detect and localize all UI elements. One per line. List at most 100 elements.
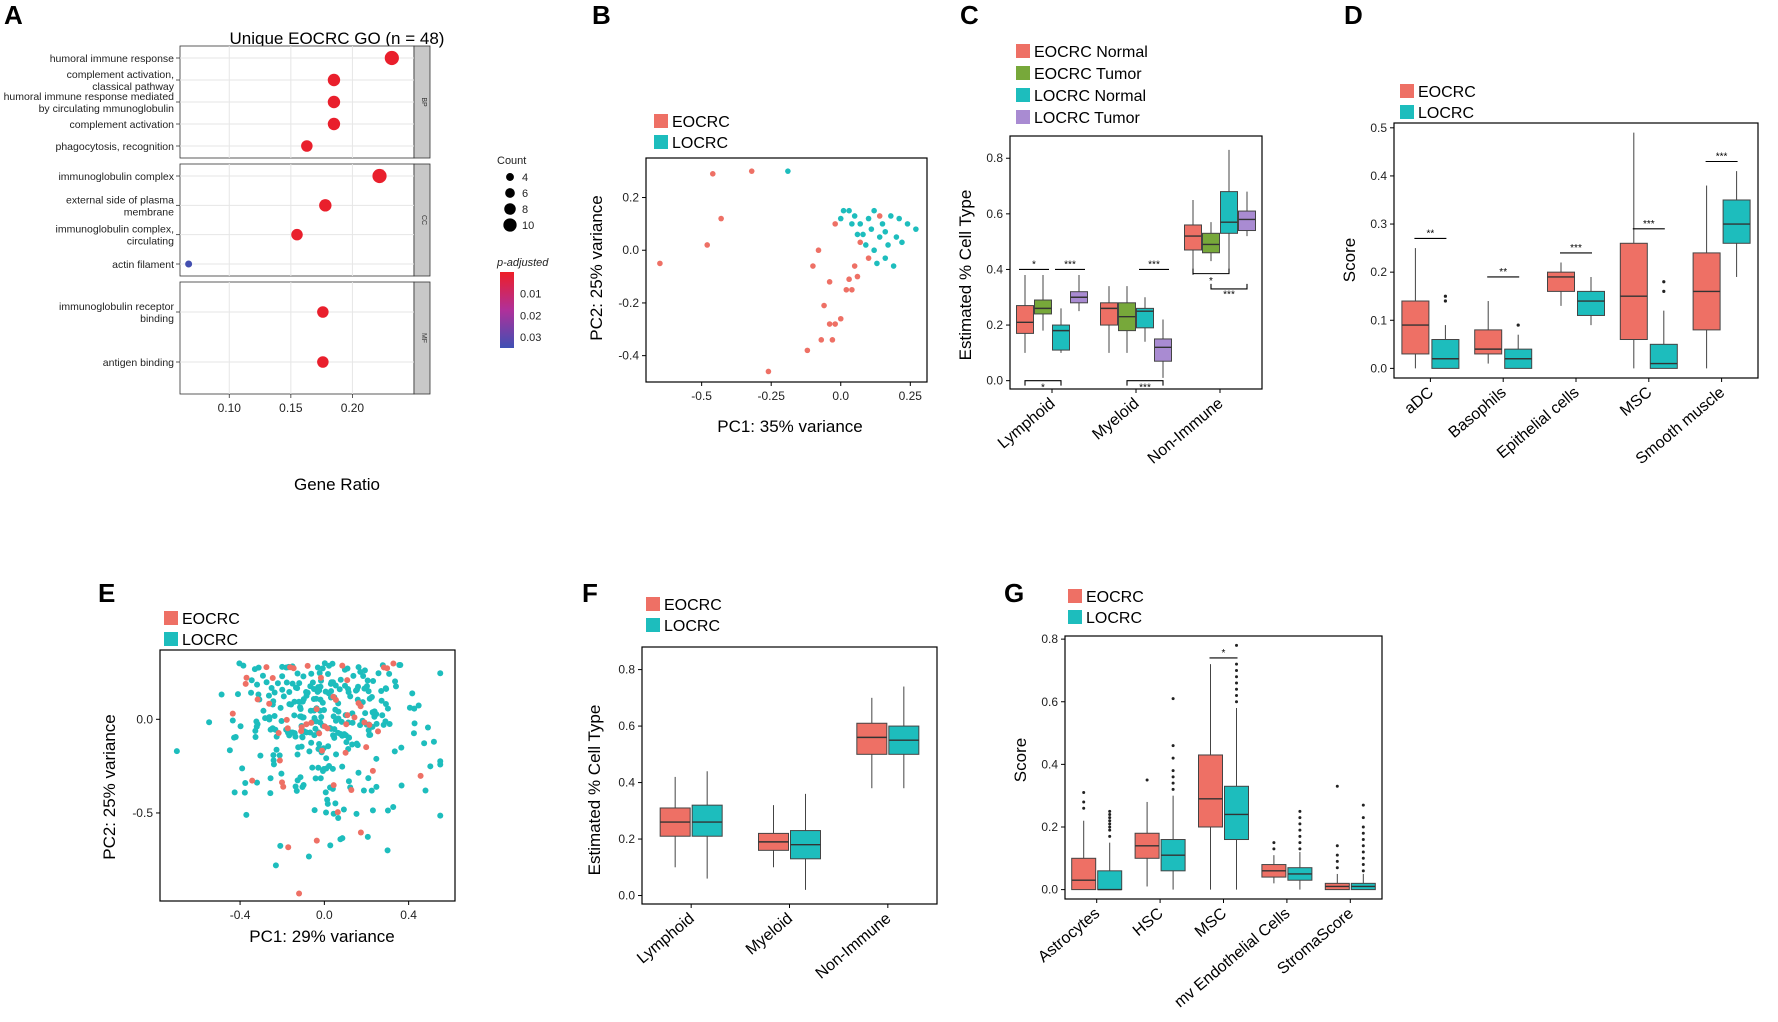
y-tick-label: 0.2 xyxy=(1041,820,1058,834)
data-point xyxy=(890,263,897,269)
data-point xyxy=(277,842,284,849)
data-point xyxy=(338,718,345,725)
plot-frame xyxy=(645,157,928,383)
y-tick-label: 0.8 xyxy=(618,663,635,677)
legend-swatch xyxy=(1400,105,1414,119)
y-tick-label: 0.4 xyxy=(1370,169,1387,183)
data-point xyxy=(368,694,375,701)
legend-label: EOCRC xyxy=(1418,84,1476,101)
data-point xyxy=(251,666,258,673)
go-term-label: immunoglobulin complex xyxy=(58,171,174,183)
boxplot: 0.0 0.2 0.4 0.6 0.8 Lymphoid Myeloid Non-Immune xyxy=(618,646,938,983)
outlier-point xyxy=(1335,853,1339,857)
legend-label: LOCRC Normal xyxy=(1034,88,1146,105)
panel-a: A Unique EOCRC GO (n = 48) BP humoral imm… xyxy=(4,0,550,494)
data-point xyxy=(325,690,332,697)
data-point xyxy=(274,680,281,687)
data-point xyxy=(267,775,274,782)
data-point xyxy=(846,207,852,214)
data-point xyxy=(248,677,255,684)
box xyxy=(1198,664,1223,890)
go-term-label: classical pathway xyxy=(92,81,174,93)
data-point xyxy=(367,731,374,738)
y-tick-label: 0.8 xyxy=(1041,632,1058,646)
y-tick-label: 0.0 xyxy=(986,374,1003,388)
x-axis-title: Gene Ratio xyxy=(294,475,380,494)
data-point xyxy=(294,751,301,758)
data-point xyxy=(373,783,380,790)
data-point xyxy=(370,677,377,684)
data-point xyxy=(284,725,291,732)
data-point xyxy=(437,758,444,765)
data-point xyxy=(430,738,437,745)
y-tick-label: -0.4 xyxy=(618,349,639,363)
outlier-point xyxy=(1235,700,1238,704)
data-point xyxy=(882,228,889,235)
size-legend-dot xyxy=(505,188,515,198)
outlier-point xyxy=(1171,787,1175,791)
facet-strip xyxy=(413,163,431,277)
outlier-point xyxy=(1662,289,1666,293)
box-body xyxy=(1577,290,1605,316)
outlier-point xyxy=(1108,809,1112,813)
go-term-label: immunoglobulin complex, xyxy=(56,224,174,236)
panel-letter-c: C xyxy=(960,0,979,30)
category-label: Myeloid xyxy=(743,910,796,958)
data-point xyxy=(279,673,286,680)
outlier-point xyxy=(1082,800,1086,804)
data-point xyxy=(335,729,342,736)
data-point xyxy=(229,717,236,724)
data-point xyxy=(657,260,663,267)
data-point xyxy=(310,686,317,693)
legend-label: EOCRC Tumor xyxy=(1034,66,1142,83)
data-point xyxy=(299,783,306,790)
outlier-point xyxy=(1443,294,1447,298)
data-point xyxy=(252,733,259,740)
box xyxy=(691,771,723,879)
data-point xyxy=(314,664,321,671)
significance-mark: *** xyxy=(1148,259,1160,270)
outlier-point xyxy=(1171,769,1175,773)
data-point xyxy=(345,778,352,785)
significance-mark: * xyxy=(1041,383,1045,394)
data-point xyxy=(355,664,362,671)
data-point xyxy=(422,787,429,794)
data-point xyxy=(341,682,348,689)
data-point xyxy=(832,221,838,227)
data-point xyxy=(409,690,416,697)
data-point xyxy=(330,713,337,720)
go-point xyxy=(327,95,341,109)
go-term-label: complement activation xyxy=(70,119,175,131)
significance-mark: * xyxy=(1032,259,1036,270)
data-point xyxy=(316,741,323,748)
box xyxy=(1547,262,1575,306)
y-tick-label: 0.0 xyxy=(622,243,639,257)
box-body xyxy=(1431,339,1460,369)
data-point xyxy=(306,748,313,755)
facet-strip-label: MF xyxy=(420,333,427,343)
legend-label: LOCRC xyxy=(182,632,238,649)
outlier-point xyxy=(1443,299,1447,303)
data-point xyxy=(313,837,320,844)
data-point xyxy=(255,691,262,698)
x-tick-label: 0.0 xyxy=(832,389,849,403)
data-point xyxy=(241,789,248,796)
data-point xyxy=(298,728,305,735)
box-body xyxy=(691,804,723,837)
data-point xyxy=(893,234,900,240)
data-point xyxy=(310,695,317,702)
x-tick-label: 0.20 xyxy=(341,401,365,415)
go-term-label: binding xyxy=(140,313,174,325)
data-point xyxy=(857,239,864,246)
data-point xyxy=(406,704,413,711)
panel-e: E EOCRC LOCRC -0.4 0.0 0.4 -0.5 0.0 PC1: 29% … xyxy=(98,578,456,946)
data-point xyxy=(283,679,290,686)
data-point xyxy=(294,670,301,677)
x-tick-label: 0.4 xyxy=(400,908,417,922)
outlier-point xyxy=(1235,643,1238,647)
data-point xyxy=(248,689,255,696)
category-label: MSC xyxy=(1192,905,1230,941)
box xyxy=(1287,852,1313,890)
data-point xyxy=(327,842,334,849)
data-point xyxy=(316,687,323,694)
